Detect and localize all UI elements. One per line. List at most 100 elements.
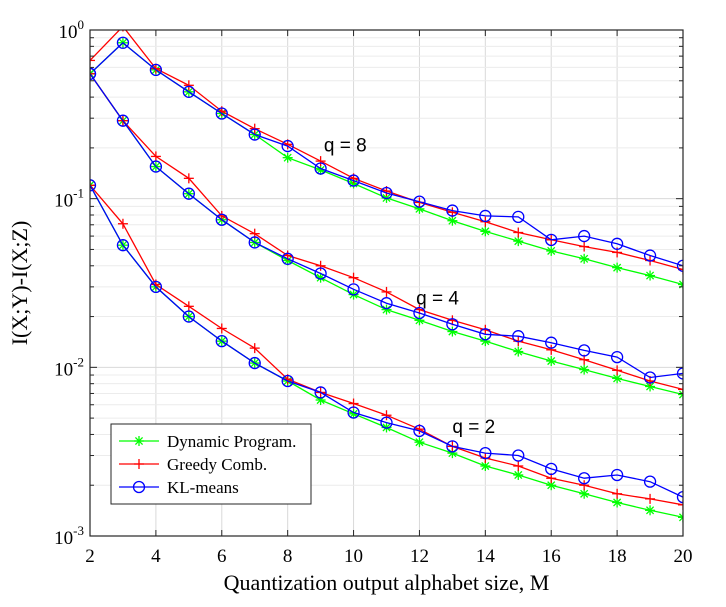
- asterisk-marker-d1: [678, 390, 683, 396]
- data-point: [132, 480, 146, 494]
- data-point: [248, 356, 261, 370]
- circle-marker: [116, 36, 130, 49]
- data-point: [446, 318, 459, 331]
- circle-marker: [90, 179, 97, 192]
- data-point: [248, 236, 261, 249]
- data-point: [545, 462, 558, 476]
- data-point: [314, 162, 327, 175]
- y-tick-base: 10: [54, 528, 73, 549]
- y-tick-exponent: -2: [73, 354, 84, 369]
- data-point: [381, 410, 392, 421]
- circle-marker: [446, 204, 459, 217]
- circle-marker: [512, 449, 525, 462]
- data-point: [413, 306, 426, 320]
- data-point: [678, 512, 683, 523]
- data-point: [90, 179, 97, 192]
- data-point: [282, 152, 293, 163]
- circle-marker: [446, 318, 459, 331]
- circle-marker: [314, 162, 327, 175]
- circle-marker: [116, 114, 130, 127]
- asterisk-marker-d2: [645, 382, 655, 391]
- circle-marker: [149, 63, 163, 77]
- data-point: [150, 63, 161, 74]
- series-group-1: [90, 30, 683, 290]
- y-tick-exponent: -3: [73, 523, 84, 538]
- data-point: [134, 459, 144, 469]
- series-line: [90, 41, 683, 267]
- data-point: [414, 437, 425, 448]
- data-point: [678, 499, 683, 510]
- asterisk-marker-d2: [481, 461, 490, 471]
- circle-marker: [380, 416, 393, 429]
- data-point: [645, 505, 656, 516]
- data-point: [579, 241, 590, 252]
- data-point: [117, 218, 128, 229]
- annotations: q = 8 q = 4 q = 2: [324, 135, 495, 438]
- series-group-3: [90, 179, 683, 523]
- circle-marker: [610, 350, 624, 364]
- y-tick-label: 10-2: [54, 354, 84, 380]
- data-point: [116, 114, 130, 127]
- data-point: [513, 469, 524, 480]
- asterisk-marker-d2: [514, 347, 523, 356]
- data-point: [579, 364, 590, 375]
- data-point: [512, 330, 525, 343]
- data-point: [446, 440, 459, 453]
- data-point: [578, 229, 591, 243]
- series-group-2: [90, 67, 683, 400]
- asterisk-marker-d2: [547, 481, 556, 490]
- data-point: [546, 245, 557, 256]
- asterisk-marker-d2: [415, 438, 424, 447]
- data-point: [612, 262, 623, 273]
- data-point: [347, 283, 360, 296]
- circle-marker: [132, 480, 146, 494]
- data-point: [612, 365, 623, 376]
- data-point: [479, 209, 492, 223]
- data-point: [645, 381, 656, 392]
- legend-item: KL-means: [119, 478, 239, 497]
- circle-marker: [479, 446, 492, 460]
- circle-marker: [413, 424, 426, 438]
- data-point: [578, 472, 591, 485]
- x-tick-label: 2: [85, 546, 95, 567]
- data-point: [546, 344, 557, 355]
- data-point: [676, 259, 683, 272]
- data-point: [546, 356, 557, 367]
- circle-marker: [116, 239, 130, 252]
- annotation-label: q = 4: [416, 288, 459, 309]
- data-point: [612, 497, 623, 508]
- circle-marker: [215, 107, 228, 120]
- data-point: [545, 233, 558, 246]
- data-point: [116, 36, 130, 49]
- circle-marker: [413, 195, 426, 208]
- data-point: [281, 374, 294, 388]
- y-tick-exponent: -1: [73, 186, 84, 201]
- data-point: [513, 461, 524, 472]
- asterisk-marker-d2: [547, 356, 556, 366]
- x-axis-title: Quantization output alphabet size, M: [224, 570, 550, 595]
- y-axis-title: I(X;Y)-I(X;Z): [7, 221, 32, 346]
- data-point: [513, 236, 524, 247]
- circle-marker: [512, 210, 525, 224]
- circle-marker: [347, 283, 360, 296]
- data-point: [480, 226, 491, 237]
- annotation-label: q = 2: [452, 417, 495, 438]
- circle-marker: [149, 160, 163, 173]
- data-point: [347, 174, 360, 187]
- data-point: [381, 304, 392, 315]
- circle-marker: [347, 174, 360, 187]
- asterisk-marker-d2: [90, 69, 95, 75]
- data-point: [348, 272, 359, 283]
- data-point: [149, 280, 163, 294]
- asterisk-marker-d2: [580, 254, 589, 263]
- asterisk-marker-d2: [90, 181, 95, 187]
- data-point: [545, 336, 558, 349]
- data-point: [314, 267, 327, 280]
- legend: Dynamic Program. Greedy Comb. KL-means: [110, 423, 312, 505]
- circle-marker: [610, 468, 624, 482]
- data-point: [116, 239, 130, 252]
- circle-marker: [314, 267, 327, 280]
- data-point: [643, 371, 657, 384]
- circle-marker: [545, 233, 558, 246]
